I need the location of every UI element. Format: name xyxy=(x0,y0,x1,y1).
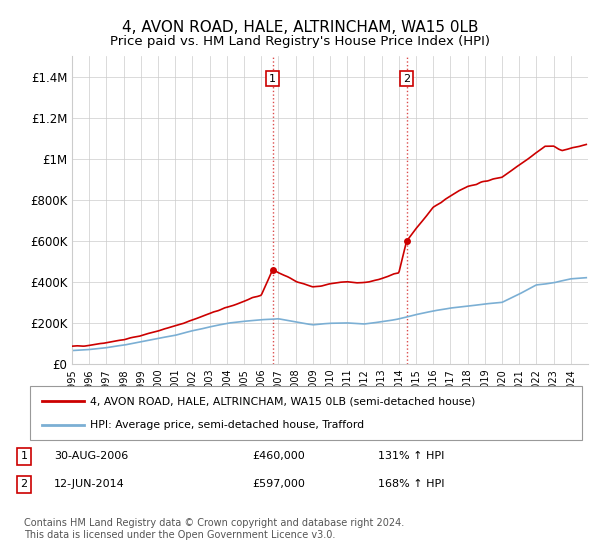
Text: 2: 2 xyxy=(20,479,28,489)
Text: 4, AVON ROAD, HALE, ALTRINCHAM, WA15 0LB: 4, AVON ROAD, HALE, ALTRINCHAM, WA15 0LB xyxy=(122,20,478,35)
Text: 1: 1 xyxy=(20,451,28,461)
Text: HPI: Average price, semi-detached house, Trafford: HPI: Average price, semi-detached house,… xyxy=(90,419,364,430)
Text: Contains HM Land Registry data © Crown copyright and database right 2024.
This d: Contains HM Land Registry data © Crown c… xyxy=(24,519,404,540)
Text: 4, AVON ROAD, HALE, ALTRINCHAM, WA15 0LB (semi-detached house): 4, AVON ROAD, HALE, ALTRINCHAM, WA15 0LB… xyxy=(90,396,475,407)
Text: 168% ↑ HPI: 168% ↑ HPI xyxy=(378,479,445,489)
Text: 1: 1 xyxy=(269,73,276,83)
Text: 30-AUG-2006: 30-AUG-2006 xyxy=(54,451,128,461)
Text: 2: 2 xyxy=(403,73,410,83)
Text: Price paid vs. HM Land Registry's House Price Index (HPI): Price paid vs. HM Land Registry's House … xyxy=(110,35,490,48)
Text: 12-JUN-2014: 12-JUN-2014 xyxy=(54,479,125,489)
Text: £597,000: £597,000 xyxy=(252,479,305,489)
Text: 131% ↑ HPI: 131% ↑ HPI xyxy=(378,451,445,461)
Text: £460,000: £460,000 xyxy=(252,451,305,461)
